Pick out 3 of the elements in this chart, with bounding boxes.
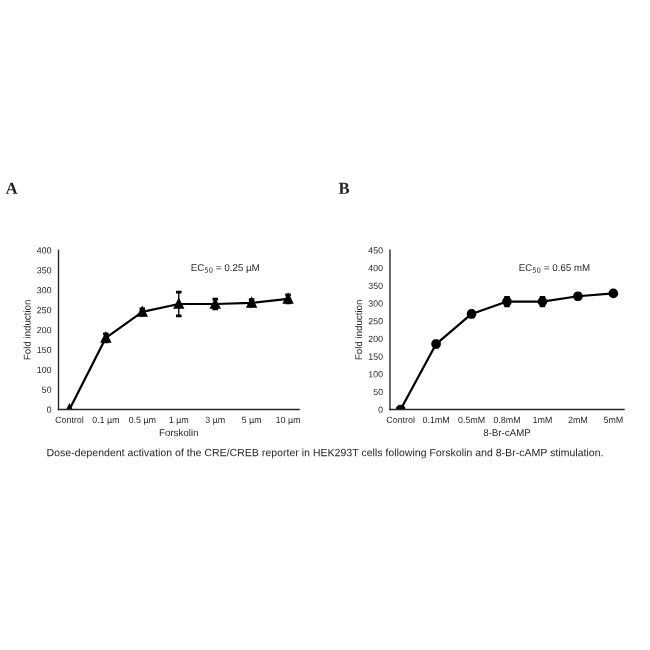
chart-title: A (5, 182, 18, 194)
chart-title: B (338, 182, 350, 194)
point (173, 299, 184, 309)
